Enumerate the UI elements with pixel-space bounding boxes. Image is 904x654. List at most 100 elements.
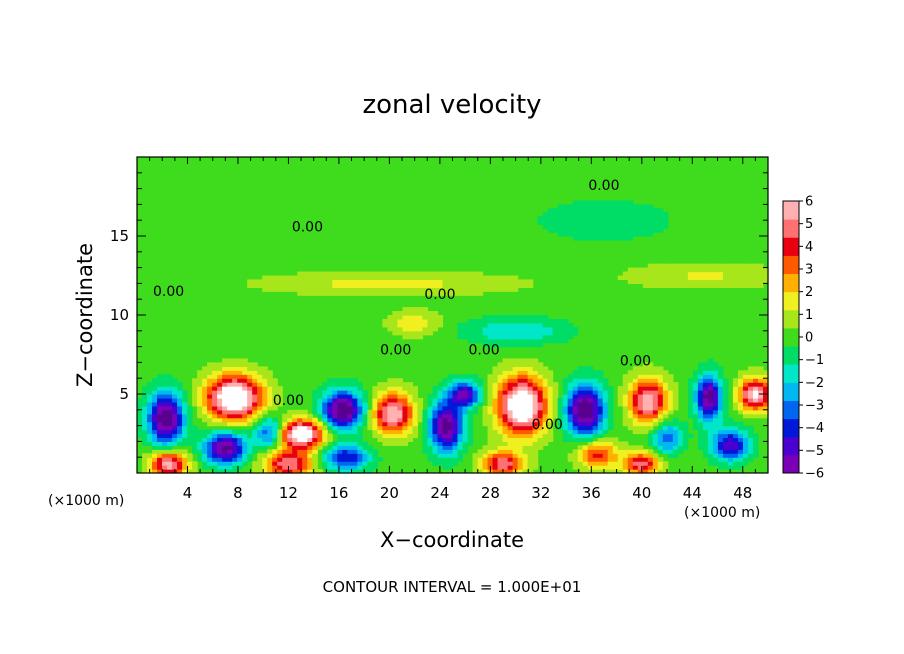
field-cell <box>277 437 283 442</box>
field-cell <box>632 204 639 209</box>
field-cell <box>717 267 724 273</box>
field-cell <box>292 429 298 435</box>
field-cell <box>687 263 694 269</box>
field-cell <box>422 315 429 320</box>
field-cell <box>717 425 724 431</box>
field-cell <box>142 461 148 466</box>
x-tick-label: 8 <box>233 484 243 502</box>
field-cell <box>287 441 293 446</box>
field-cell <box>602 413 609 419</box>
field-cell <box>142 397 148 403</box>
field-cell <box>522 358 529 363</box>
field-cell <box>522 449 529 454</box>
field-cell <box>332 457 338 462</box>
field-cell <box>207 370 213 375</box>
field-cell <box>517 338 524 344</box>
field-cell <box>392 417 399 423</box>
field-cell <box>577 425 584 431</box>
field-cell <box>412 334 419 340</box>
field-cell <box>152 441 158 446</box>
field-cell <box>642 232 649 237</box>
field-cell <box>522 461 529 466</box>
field-cell <box>247 413 253 419</box>
field-cell <box>487 338 494 344</box>
field-cell <box>602 417 609 423</box>
field-cell <box>237 413 243 419</box>
field-cell <box>547 390 554 395</box>
field-cell <box>567 374 574 379</box>
field-cell <box>167 465 173 470</box>
field-cell <box>267 437 273 442</box>
field-cell <box>357 279 363 284</box>
field-cell <box>187 441 193 446</box>
field-cell <box>497 338 504 344</box>
field-cell <box>167 445 173 450</box>
field-cell <box>407 271 414 277</box>
field-cell <box>192 461 198 466</box>
field-cell <box>522 397 529 403</box>
field-cell <box>157 469 163 474</box>
field-cell <box>702 275 709 281</box>
field-cell <box>567 382 574 387</box>
field-cell <box>502 409 509 415</box>
field-cell <box>652 263 659 269</box>
field-cell <box>397 386 404 391</box>
field-cell <box>352 421 358 427</box>
field-cell <box>457 445 464 450</box>
field-cell <box>167 425 173 431</box>
field-cell <box>312 394 318 399</box>
field-cell <box>427 326 434 332</box>
field-cell <box>437 437 444 442</box>
field-cell <box>187 469 193 474</box>
field-cell <box>692 401 699 407</box>
field-cell <box>427 283 434 288</box>
field-cell <box>592 370 599 375</box>
field-cell <box>562 232 569 237</box>
field-cell <box>432 275 439 281</box>
field-cell <box>447 441 454 446</box>
field-cell <box>437 401 444 407</box>
field-cell <box>257 409 263 415</box>
field-cell <box>467 334 474 340</box>
field-cell <box>577 413 584 419</box>
field-cell <box>527 425 534 431</box>
field-cell <box>252 409 258 415</box>
field-cell <box>632 208 639 213</box>
field-cell <box>507 441 514 446</box>
field-cell <box>292 465 298 470</box>
field-cell <box>517 342 524 348</box>
field-cell <box>452 394 459 399</box>
field-cell <box>442 453 449 458</box>
field-cell <box>252 469 258 474</box>
field-cell <box>622 397 629 403</box>
field-cell <box>537 397 544 403</box>
field-cell <box>742 433 749 439</box>
field-cell <box>347 405 353 411</box>
field-cell <box>537 405 544 411</box>
field-cell <box>362 279 368 284</box>
field-cell <box>747 405 754 411</box>
field-cell <box>562 405 569 411</box>
field-cell <box>607 465 614 470</box>
field-cell <box>487 449 494 454</box>
field-cell <box>562 425 569 431</box>
field-cell <box>352 465 358 470</box>
field-cell <box>632 390 639 395</box>
field-cell <box>407 275 414 281</box>
contour-interval-note: CONTOUR INTERVAL = 1.000E+01 <box>323 578 582 596</box>
field-cell <box>482 322 489 328</box>
field-cell <box>437 429 444 435</box>
field-cell <box>542 382 549 387</box>
field-cell <box>267 453 273 458</box>
field-cell <box>752 401 759 407</box>
contour-label: 0.00 <box>273 393 304 409</box>
field-cell <box>162 405 168 411</box>
field-cell <box>657 220 664 225</box>
field-cell <box>597 413 604 419</box>
field-cell <box>457 279 464 284</box>
field-cell <box>667 453 674 458</box>
field-cell <box>412 326 419 332</box>
field-cell <box>552 382 559 387</box>
field-cell <box>617 397 624 403</box>
field-cell <box>577 228 584 233</box>
